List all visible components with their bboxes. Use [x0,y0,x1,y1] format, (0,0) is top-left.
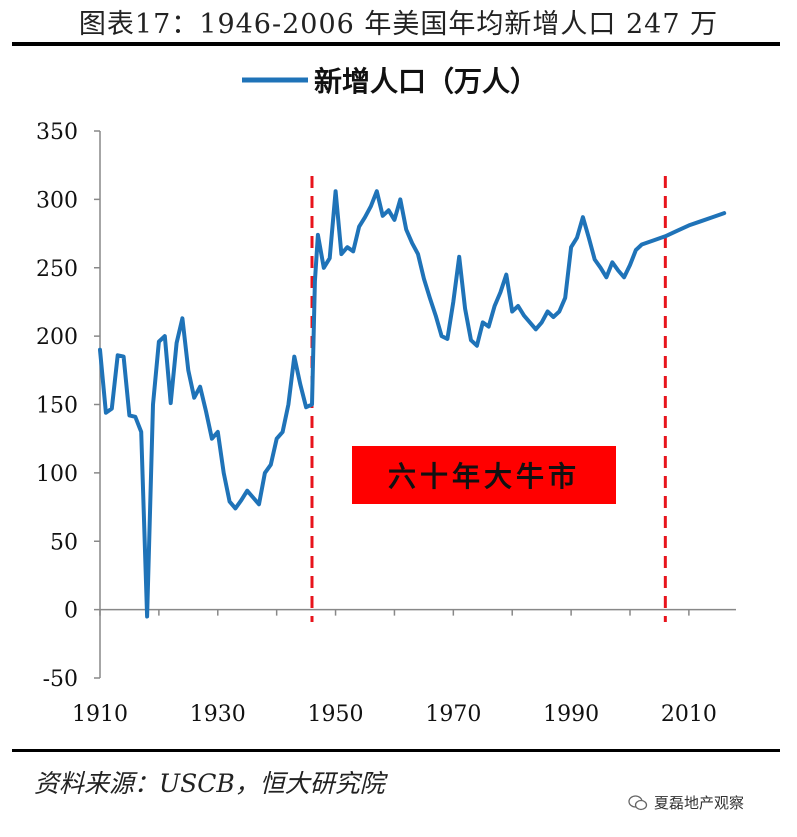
y-tick-label: 200 [36,325,78,350]
wechat-icon [628,794,648,810]
legend: 新增人口（万人） [242,65,538,98]
x-tick-label: 1970 [425,702,481,727]
y-tick-label: 50 [50,530,78,555]
y-tick-label: 100 [36,462,78,487]
y-tick-label: 150 [36,394,78,419]
legend-label: 新增人口（万人） [314,65,538,98]
y-tick-label: 350 [36,120,78,145]
annotation-background [352,446,616,504]
figure-title: 图表17：1946-2006 年美国年均新增人口 247 万 [78,9,719,40]
series-layer [98,189,727,619]
x-tick-label: 1990 [543,702,599,727]
series-line [98,189,727,619]
source-note: 资料来源：USCB，恒大研究院 [34,769,385,798]
x-tick-label: 2010 [661,702,717,727]
y-tick-label: 0 [64,599,78,624]
x-tick-label: 1930 [190,702,246,727]
top-rule [12,42,780,46]
reference-lines [310,176,667,622]
axes: 350 300 250 200 150 100 50 0 -50 1910 1930 1950 1970… [36,120,736,727]
x-tick-label: 1950 [308,702,364,727]
y-tick-label: 250 [36,257,78,282]
watermark: 夏磊地产观察 [628,792,744,813]
y-tick-label: 300 [36,188,78,213]
x-tick-label: 1910 [72,702,128,727]
annotation-label: 六十年大牛市 [388,460,580,493]
y-tick-label: -50 [43,667,78,692]
bottom-rule [12,749,780,752]
annotation-box: 六十年大牛市 [352,446,616,504]
watermark-text: 夏磊地产观察 [654,794,745,812]
